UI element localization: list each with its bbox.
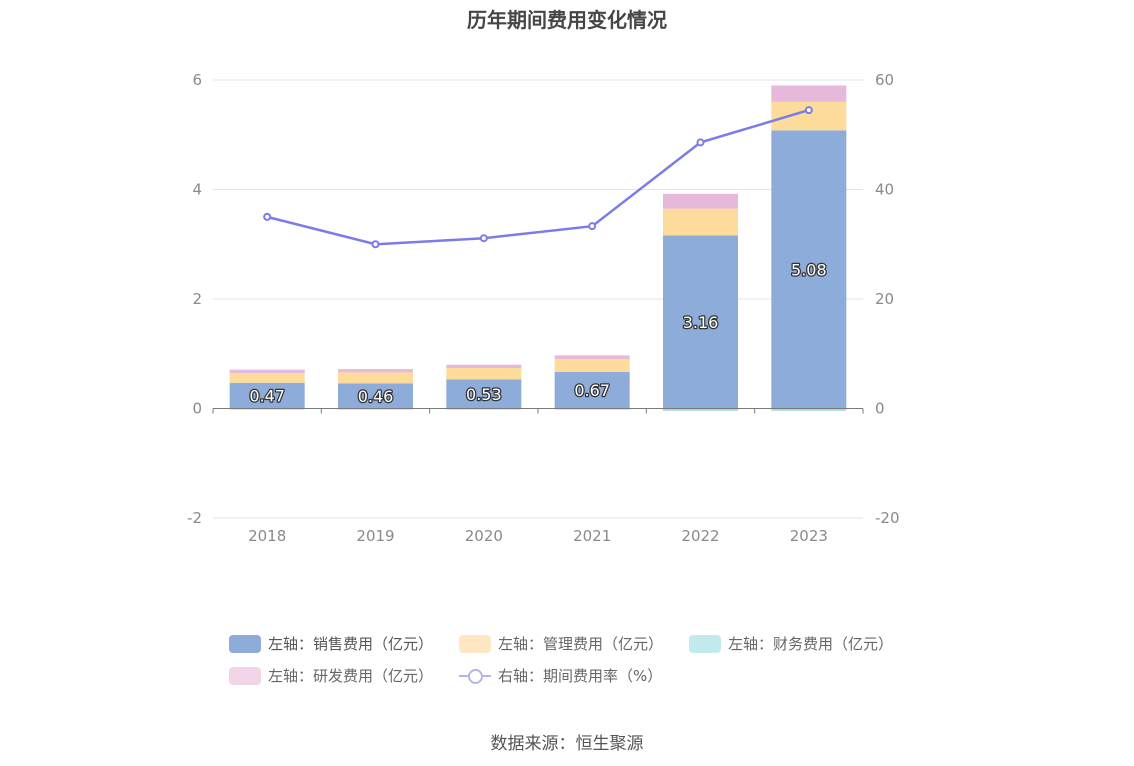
ratio-line (266, 108, 810, 246)
left-tick-label: 6 (192, 71, 202, 89)
bar-value-label: 0.46 (358, 387, 394, 406)
bar-sales-2023 (771, 130, 847, 409)
bar-series (229, 85, 847, 411)
legend-label-finance: 左轴：财务费用（亿元） (728, 635, 894, 653)
bar-value-label: 0.53 (466, 385, 502, 404)
x-axis-tick-labels: 2018 2019 2020 2021 2022 2023 (248, 527, 828, 545)
bar-value-labels: 0.47 0.46 0.53 0.67 3.16 5.08 (248, 259, 828, 407)
x-tick-label: 2021 (573, 527, 611, 545)
left-tick-label: -2 (187, 509, 202, 527)
bar-admin-2022 (663, 208, 738, 236)
bar-admin-2018 (229, 372, 305, 383)
bar-admin-2020 (446, 367, 522, 380)
bar-value-label: 3.16 (683, 313, 719, 332)
legend-label-admin: 左轴：管理费用（亿元） (498, 635, 664, 653)
bar-sales-2021 (554, 371, 630, 409)
left-tick-label: 0 (192, 400, 202, 418)
legend-swatch-sales (229, 634, 261, 653)
legend-item-admin[interactable]: 左轴：管理费用（亿元） (459, 633, 663, 654)
data-source-note: 数据来源：恒生聚源 (490, 734, 644, 754)
chart-title: 历年期间费用变化情况 (467, 8, 667, 32)
bar-rnd-2023 (771, 85, 847, 102)
right-tick-label: 0 (875, 400, 885, 418)
bar-admin-2019 (338, 372, 413, 384)
legend-swatch-rnd (229, 666, 261, 685)
x-axis (212, 408, 864, 414)
left-axis-ticks: -2 0 2 4 6 (187, 71, 202, 527)
ratio-point (804, 106, 813, 115)
legend-item-ratio[interactable]: 右轴：期间费用率（%） (459, 665, 662, 686)
x-tick-label: 2020 (465, 527, 503, 545)
legend-item-rnd[interactable]: 左轴：研发费用（亿元） (229, 665, 433, 686)
ratio-point (263, 212, 272, 221)
left-tick-label: 2 (192, 290, 202, 308)
legend-swatch-ratio (459, 667, 491, 685)
legend-label-rnd: 左轴：研发费用（亿元） (268, 667, 434, 685)
bar-admin-2021 (554, 359, 630, 372)
legend-swatch-admin (459, 634, 491, 653)
bar-sales-2019 (338, 383, 413, 409)
ratio-point (588, 222, 597, 231)
legend-item-sales[interactable]: 左轴：销售费用（亿元） (229, 633, 433, 654)
bar-value-label: 0.67 (574, 381, 610, 400)
legend-label-sales: 左轴：销售费用（亿元） (268, 635, 434, 653)
bar-rnd-2022 (663, 193, 738, 209)
legend-item-finance[interactable]: 左轴：财务费用（亿元） (689, 633, 893, 654)
x-tick-label: 2022 (681, 527, 719, 545)
bar-rnd-2020 (446, 364, 522, 368)
right-tick-label: -20 (875, 509, 900, 527)
right-axis-ticks: -20 0 20 40 60 (875, 71, 900, 527)
x-tick-label: 2018 (248, 527, 286, 545)
right-tick-label: 40 (875, 181, 894, 199)
bar-finance-2023 (771, 408, 847, 411)
bar-value-label: 0.47 (249, 387, 285, 406)
x-tick-label: 2023 (790, 527, 828, 545)
bar-rnd-2018 (229, 369, 305, 373)
ratio-point (371, 240, 380, 249)
right-tick-label: 20 (875, 290, 894, 308)
bar-sales-2022 (663, 235, 738, 409)
bar-sales-2018 (229, 382, 305, 409)
bar-finance-2022 (663, 408, 738, 411)
legend-swatch-finance (689, 634, 721, 653)
x-tick-label: 2019 (356, 527, 394, 545)
right-tick-label: 60 (875, 71, 894, 89)
left-tick-label: 4 (192, 181, 202, 199)
ratio-point (479, 234, 488, 243)
bar-rnd-2021 (554, 355, 630, 360)
bar-value-label: 5.08 (791, 260, 827, 279)
bar-rnd-2019 (338, 369, 413, 373)
ratio-point (696, 138, 705, 147)
legend-label-ratio: 右轴：期间费用率（%） (498, 667, 663, 685)
grid-lines (213, 79, 863, 519)
bar-sales-2020 (446, 379, 522, 409)
ratio-line-series (263, 106, 813, 249)
